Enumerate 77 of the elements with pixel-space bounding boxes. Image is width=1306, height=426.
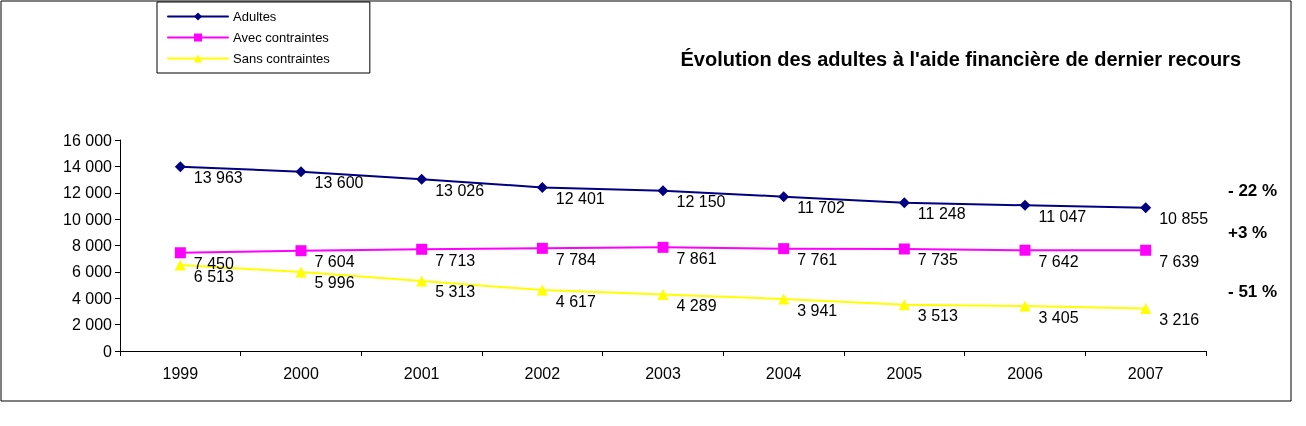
y-tick-label: 0 bbox=[103, 342, 113, 360]
data-label: 13 026 bbox=[435, 181, 485, 199]
point bbox=[657, 241, 669, 253]
data-label: 10 855 bbox=[1159, 210, 1209, 228]
data-label: 7 604 bbox=[314, 253, 355, 271]
x-tick-label: 2002 bbox=[524, 364, 561, 382]
point bbox=[1019, 244, 1031, 256]
legend-label: Avec contraintes bbox=[233, 30, 330, 45]
point bbox=[536, 181, 548, 193]
point bbox=[778, 191, 790, 203]
point bbox=[416, 243, 428, 255]
x-tick-label: 2000 bbox=[283, 364, 319, 382]
data-label: 4 617 bbox=[555, 292, 596, 310]
y-tick-label: 2 000 bbox=[71, 316, 113, 334]
x-tick-label: 2001 bbox=[403, 364, 440, 382]
data-label: 3 216 bbox=[1159, 311, 1200, 329]
data-label: 11 248 bbox=[917, 205, 966, 223]
point bbox=[657, 185, 669, 197]
data-label: 3 513 bbox=[917, 307, 958, 325]
x-tick-label: 2006 bbox=[1007, 364, 1043, 382]
chart-title: Évolution des adultes à l'aide financière de dernier recours bbox=[680, 48, 1242, 70]
legend-label: Sans contraintes bbox=[233, 51, 331, 66]
x-tick-label: 2003 bbox=[645, 364, 681, 382]
y-tick-label: 16 000 bbox=[63, 131, 113, 149]
data-label: 11 702 bbox=[797, 199, 846, 217]
data-label: 5 313 bbox=[435, 283, 476, 301]
data-label: 7 861 bbox=[676, 249, 717, 267]
text: - 22 % bbox=[1228, 180, 1278, 200]
data-label: 7 784 bbox=[555, 250, 596, 268]
data-label: 12 150 bbox=[676, 193, 726, 211]
point bbox=[898, 299, 910, 311]
data-label: 4 289 bbox=[676, 296, 717, 314]
data-label: 5 996 bbox=[314, 274, 355, 292]
data-label: 3 405 bbox=[1038, 308, 1079, 326]
text: - 51 % bbox=[1228, 281, 1278, 301]
point bbox=[898, 243, 910, 255]
point bbox=[1019, 199, 1031, 211]
y-tick-label: 12 000 bbox=[63, 184, 113, 202]
data-label: 3 941 bbox=[797, 301, 838, 319]
x-tick-label: 1999 bbox=[162, 364, 199, 382]
y-tick-label: 8 000 bbox=[71, 237, 113, 254]
point bbox=[778, 293, 790, 305]
point bbox=[1140, 202, 1152, 214]
point bbox=[1019, 300, 1031, 312]
point bbox=[416, 275, 428, 287]
point bbox=[1140, 244, 1152, 256]
point bbox=[295, 266, 307, 278]
point bbox=[1140, 303, 1152, 315]
point bbox=[174, 161, 186, 173]
data-label: 13 600 bbox=[314, 174, 364, 192]
point bbox=[295, 245, 307, 257]
text: +3 % bbox=[1228, 223, 1268, 243]
y-tick-label: 14 000 bbox=[63, 157, 113, 175]
y-tick-label: 6 000 bbox=[71, 263, 113, 281]
point bbox=[295, 166, 307, 178]
y-tick-label: 4 000 bbox=[71, 289, 113, 307]
x-tick-label: 2004 bbox=[765, 364, 802, 382]
x-tick-label: 2005 bbox=[886, 364, 923, 382]
data-label: 7 735 bbox=[917, 251, 958, 269]
data-label: 13 963 bbox=[193, 169, 243, 187]
data-label: 7 761 bbox=[797, 251, 838, 269]
data-label: 11 047 bbox=[1038, 207, 1087, 225]
point bbox=[657, 288, 669, 300]
point bbox=[898, 197, 910, 209]
point bbox=[536, 242, 548, 254]
data-label: 7 639 bbox=[1159, 252, 1200, 270]
y-tick-label: 10 000 bbox=[63, 210, 113, 228]
point bbox=[174, 259, 186, 271]
point bbox=[174, 247, 186, 259]
point bbox=[536, 284, 548, 296]
point bbox=[778, 243, 790, 255]
data-label: 12 401 bbox=[555, 189, 605, 207]
point bbox=[416, 173, 428, 185]
data-label: 7 713 bbox=[435, 251, 476, 269]
data-label: 7 642 bbox=[1038, 252, 1079, 270]
legend-label: Adultes bbox=[233, 9, 277, 24]
x-tick-label: 2007 bbox=[1127, 364, 1164, 382]
